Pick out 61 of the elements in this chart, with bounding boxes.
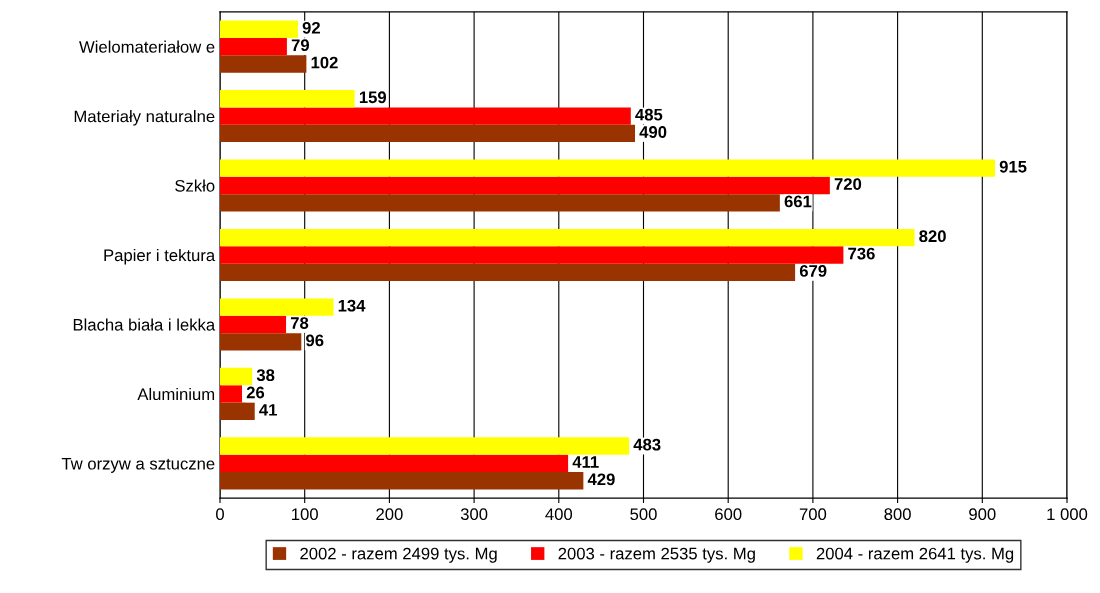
- bar: [220, 367, 253, 386]
- y-tick-label: Blacha biała i lekka: [73, 318, 216, 331]
- bar: [220, 402, 255, 420]
- bar: [220, 159, 996, 177]
- data-label: 134: [338, 299, 366, 312]
- bar: [220, 55, 307, 73]
- bar: [220, 107, 631, 125]
- bar: [220, 315, 287, 334]
- data-label: 26: [246, 386, 265, 399]
- y-tick-label: Tw orzyw a sztuczne: [61, 457, 215, 473]
- data-label: 720: [834, 178, 862, 190]
- x-tick-label: 1 000: [1047, 508, 1088, 521]
- legend-label: 2003 - razem 2535 tys. Mg: [558, 547, 755, 563]
- data-label: 92: [302, 21, 320, 34]
- bar: [220, 176, 830, 195]
- x-tick-label: 200: [376, 508, 403, 521]
- bar: [220, 90, 355, 108]
- y-tick-label: Papier i tektura: [104, 248, 216, 265]
- data-label: 411: [572, 456, 599, 468]
- data-label: 661: [784, 195, 812, 208]
- data-label: 78: [290, 317, 309, 329]
- x-tick-label: 800: [884, 508, 911, 521]
- data-label: 485: [635, 108, 663, 121]
- x-tick-label: 0: [216, 508, 224, 521]
- bar: [220, 263, 796, 282]
- bar: [220, 246, 844, 264]
- data-label: 41: [259, 404, 277, 416]
- data-label: 490: [639, 126, 667, 138]
- bar: [220, 298, 334, 316]
- legend-label: 2004 - razem 2641 tys. Mg: [816, 547, 1014, 563]
- data-label: 736: [848, 247, 875, 260]
- x-tick-label: 700: [799, 508, 827, 521]
- x-tick-label: 500: [630, 508, 657, 521]
- data-label: 96: [306, 334, 324, 347]
- x-tick-label: 300: [460, 508, 488, 521]
- bar: [220, 437, 630, 455]
- x-tick-label: 600: [715, 508, 742, 521]
- bar: [220, 124, 636, 143]
- bar: [220, 37, 287, 56]
- y-tick-label: Szkło: [175, 179, 215, 192]
- legend-label: 2002 - razem 2499 tys. Mg: [300, 547, 497, 563]
- data-label: 820: [919, 230, 946, 243]
- data-label: 679: [799, 265, 827, 277]
- x-tick-label: 100: [292, 508, 318, 521]
- bar: [220, 228, 915, 247]
- data-label: 483: [633, 438, 661, 451]
- data-label: 429: [587, 473, 615, 486]
- bar: [220, 194, 780, 212]
- bar: [220, 20, 298, 38]
- data-label: 102: [311, 56, 338, 69]
- y-tick-label: Materiały naturalne: [74, 110, 215, 126]
- data-label: 38: [256, 369, 275, 382]
- data-label: 79: [291, 39, 309, 52]
- data-label: 159: [359, 91, 387, 104]
- bar: [220, 454, 569, 473]
- data-label: 915: [999, 160, 1027, 173]
- y-tick-label: Aluminium: [137, 387, 215, 401]
- x-tick-label: 900: [969, 508, 996, 521]
- bar: [220, 472, 584, 490]
- y-tick-label: Wielomateriałow e: [79, 40, 215, 53]
- x-tick-label: 400: [545, 508, 573, 521]
